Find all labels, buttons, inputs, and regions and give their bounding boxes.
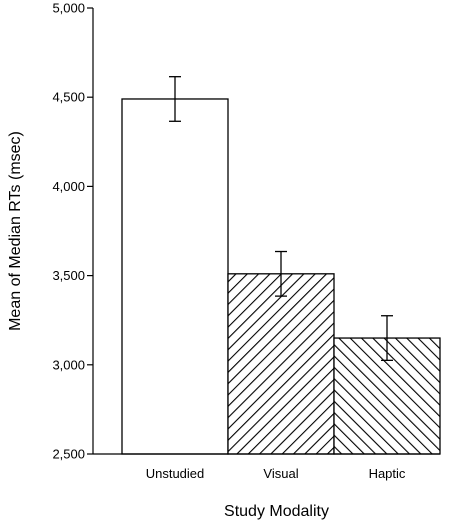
y-tick-label: 4,000 xyxy=(52,179,85,194)
bar-visual xyxy=(227,273,335,455)
y-tick-label: 5,000 xyxy=(52,1,85,16)
y-ticks-group: 2,500 3,000 3,500 4,000 4,500 5,000 xyxy=(52,1,93,462)
y-tick-label: 2,500 xyxy=(52,447,85,462)
x-tick-label: Haptic xyxy=(369,466,406,481)
x-tick-label: Visual xyxy=(263,466,298,481)
x-labels-group: Unstudied Visual Haptic xyxy=(146,466,406,481)
y-tick-label: 3,000 xyxy=(52,357,85,372)
error-bar-haptic xyxy=(381,315,393,361)
x-axis-title: Study Modality xyxy=(224,503,329,520)
y-tick-label: 3,500 xyxy=(52,268,85,283)
bar-unstudied xyxy=(121,98,229,455)
y-tick-label: 4,500 xyxy=(52,90,85,105)
error-bar-unstudied xyxy=(169,76,181,122)
error-bar-visual xyxy=(275,250,287,297)
x-tick-label: Unstudied xyxy=(146,466,205,481)
error-bars-group xyxy=(169,76,393,361)
y-axis-title: Mean of Median RTs (msec) xyxy=(7,131,24,331)
